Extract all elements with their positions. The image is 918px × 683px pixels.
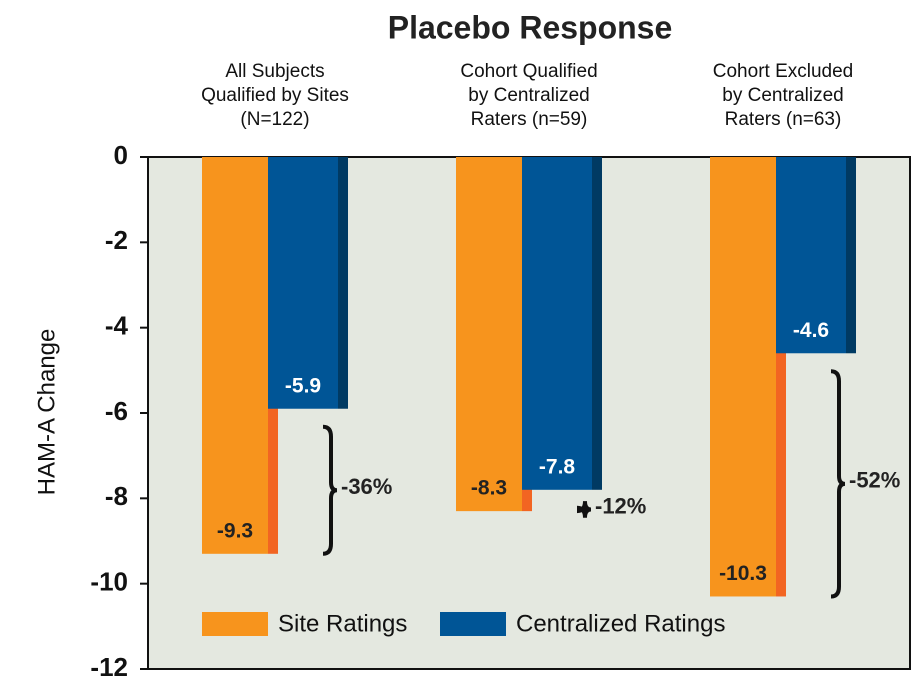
bar bbox=[456, 157, 522, 512]
y-tick-label: -6 bbox=[105, 396, 128, 426]
x-tick-label: All Subjects Qualified by Sites (N=122) bbox=[201, 61, 349, 130]
brace bbox=[830, 369, 846, 599]
y-tick-label: -8 bbox=[105, 481, 128, 511]
bar bbox=[522, 157, 592, 490]
y-tick-label: 0 bbox=[114, 140, 128, 170]
bar-side bbox=[776, 157, 786, 597]
legend-swatch bbox=[202, 612, 268, 636]
x-tick-label: Cohort Excluded by Centralized Raters (n… bbox=[712, 61, 854, 130]
legend-swatch bbox=[440, 612, 506, 636]
annotation: -36% bbox=[341, 474, 392, 499]
y-tick-label: -12 bbox=[90, 652, 128, 682]
bar bbox=[268, 157, 338, 409]
chart-title: Placebo Response bbox=[388, 9, 673, 45]
annotation: -52% bbox=[849, 468, 900, 493]
y-tick-label: -10 bbox=[90, 567, 128, 597]
y-axis-label: HAM-A Change bbox=[33, 329, 60, 496]
bar-side bbox=[846, 157, 856, 354]
x-tick-label: Cohort Qualified by Centralized Raters (… bbox=[460, 61, 598, 130]
data-label: -8.3 bbox=[471, 477, 507, 500]
y-tick-label: -4 bbox=[105, 311, 129, 341]
brace bbox=[322, 424, 338, 556]
bar bbox=[202, 157, 268, 554]
data-label: -9.3 bbox=[217, 519, 253, 542]
data-label: -5.9 bbox=[285, 374, 321, 397]
bar bbox=[710, 157, 776, 597]
annotation: -12% bbox=[595, 493, 646, 518]
legend-label: Centralized Ratings bbox=[516, 610, 725, 637]
bar bbox=[776, 157, 846, 354]
bar-side bbox=[592, 157, 602, 490]
y-tick-label: -2 bbox=[105, 225, 128, 255]
data-label: -10.3 bbox=[719, 562, 767, 585]
legend-label: Site Ratings bbox=[278, 610, 407, 637]
data-label: -7.8 bbox=[539, 455, 576, 478]
data-label: -4.6 bbox=[793, 319, 829, 342]
brace bbox=[576, 501, 592, 518]
bar-side bbox=[338, 157, 348, 409]
